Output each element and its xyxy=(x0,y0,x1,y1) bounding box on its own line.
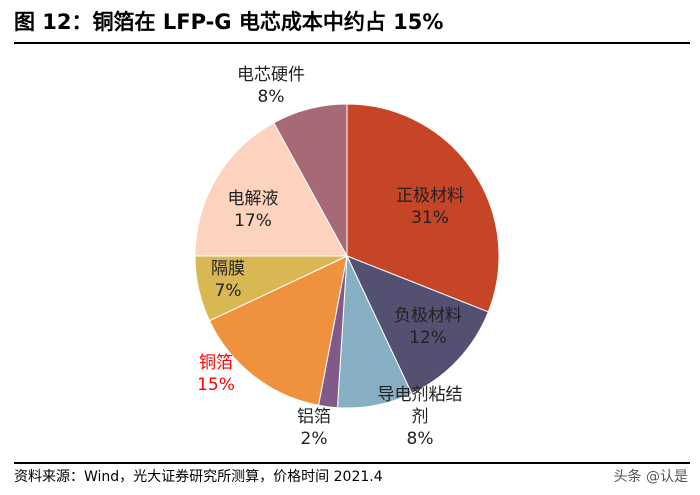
slice-percent: 31% xyxy=(411,208,449,228)
pie-slice-0 xyxy=(346,103,500,313)
slice-name: 铜箔 xyxy=(199,353,233,373)
slice-percent: 8% xyxy=(406,429,434,449)
pie-slice-1 xyxy=(346,255,489,395)
slice-name: 负极材料 xyxy=(394,306,462,326)
title-divider xyxy=(14,42,690,44)
slice-label-0: 正极材料 31% xyxy=(370,185,490,229)
figure-title: 图 12：铜箔在 LFP-G 电芯成本中约占 15% xyxy=(14,10,444,34)
pie-slice-4 xyxy=(208,255,348,406)
slice-percent: 15% xyxy=(197,375,235,395)
slice-name: 电解液 xyxy=(227,189,279,209)
slice-name: 隔膜 xyxy=(211,259,245,279)
footer-divider xyxy=(14,462,690,464)
slice-label-2: 导电剂粘结剂 8% xyxy=(360,384,480,450)
slice-name: 铝箔 xyxy=(297,407,331,427)
slice-label-3: 铝箔 2% xyxy=(254,406,374,450)
slice-percent: 12% xyxy=(409,328,447,348)
source-note: 资料来源：Wind，光大证券研究所测算，价格时间 2021.4 xyxy=(14,469,383,485)
slice-label-4: 铜箔 15% xyxy=(156,352,276,396)
slice-label-7: 电芯硬件 8% xyxy=(211,64,331,108)
slice-label-1: 负极材料 12% xyxy=(368,305,488,349)
slice-label-6: 电解液 17% xyxy=(193,188,313,232)
slice-name: 正极材料 xyxy=(396,186,464,206)
slice-name: 导电剂粘结剂 xyxy=(377,385,463,427)
pie-slice-6 xyxy=(194,122,348,257)
slice-percent: 8% xyxy=(257,87,285,107)
slice-label-5: 隔膜 7% xyxy=(168,258,288,302)
slice-percent: 7% xyxy=(214,281,242,301)
watermark: 头条 @认是 xyxy=(613,469,688,485)
slice-name: 电芯硬件 xyxy=(237,65,305,85)
slice-percent: 2% xyxy=(300,429,328,449)
pie-slice-7 xyxy=(273,103,348,257)
slice-percent: 17% xyxy=(234,211,272,231)
